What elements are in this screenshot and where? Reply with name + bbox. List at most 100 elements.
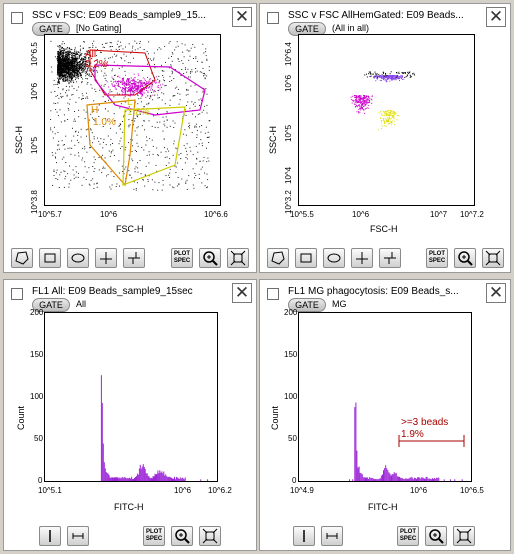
event-dot — [141, 95, 143, 97]
event-dot — [57, 67, 59, 69]
plot-area[interactable]: >=3 beads 1.9% — [298, 312, 472, 482]
histogram-bar — [355, 402, 357, 481]
ellipse-gate-button[interactable] — [67, 248, 89, 268]
select-checkbox[interactable] — [267, 12, 279, 24]
event-dot — [58, 81, 60, 83]
event-dot — [131, 139, 133, 141]
x-tick: 10^5.5 — [290, 210, 314, 219]
histogram-bar — [110, 477, 112, 481]
event-dot — [395, 77, 397, 79]
event-dot — [130, 82, 132, 84]
close-icon[interactable]: ✕ — [232, 283, 252, 303]
event-dot — [92, 47, 94, 48]
plot-spec-button[interactable]: PLOT SPEC — [143, 526, 165, 546]
plot-area[interactable] — [298, 34, 475, 206]
event-dot — [382, 118, 384, 120]
event-dot — [93, 67, 94, 69]
polygon-gate-button[interactable] — [267, 248, 289, 268]
event-dot — [207, 186, 208, 188]
event-dot — [71, 77, 73, 79]
rectangle-gate-button[interactable] — [39, 248, 61, 268]
event-dot — [389, 112, 391, 114]
event-dot — [57, 102, 59, 104]
event-dot — [131, 151, 133, 152]
event-dot — [146, 136, 147, 138]
select-checkbox[interactable] — [11, 288, 23, 300]
quadrant-gate-button[interactable] — [95, 248, 117, 268]
event-dot — [121, 171, 123, 172]
event-dot — [60, 73, 62, 74]
quadrant-gate-button[interactable] — [351, 248, 373, 268]
select-checkbox[interactable] — [267, 288, 279, 300]
fit-view-button[interactable] — [482, 248, 504, 268]
event-dot — [405, 76, 407, 78]
event-dot — [190, 72, 191, 74]
event-dot — [181, 69, 183, 70]
plot-spec-button[interactable]: PLOT SPEC — [171, 248, 193, 268]
gate-button[interactable]: GATE — [288, 22, 326, 36]
gate-button[interactable]: GATE — [288, 298, 326, 312]
rectangle-gate-button[interactable] — [295, 248, 317, 268]
event-dot — [67, 75, 69, 77]
event-dot — [85, 57, 87, 59]
zoom-button[interactable] — [199, 248, 221, 268]
close-icon[interactable]: ✕ — [486, 7, 506, 27]
event-dot — [82, 157, 84, 159]
event-dot — [192, 113, 194, 115]
event-dot — [79, 50, 81, 52]
histogram-bar — [435, 478, 437, 481]
event-dot — [100, 52, 102, 53]
event-dot — [148, 41, 150, 43]
x-tick: 10^4.9 — [290, 486, 314, 495]
close-icon[interactable]: ✕ — [232, 7, 252, 27]
range-gate-button[interactable] — [293, 526, 315, 546]
zoom-icon — [458, 251, 473, 266]
event-dot — [86, 66, 88, 68]
event-dot — [60, 68, 61, 70]
event-dot — [129, 81, 131, 83]
event-dot — [117, 50, 119, 52]
event-dot — [69, 79, 71, 81]
event-dot — [59, 71, 61, 73]
gate-button[interactable]: GATE — [32, 298, 70, 312]
event-dot — [153, 90, 155, 91]
event-dot — [203, 52, 205, 54]
plot-area[interactable]: All 0.2% M 9.5% H 1.0% L 1.8% — [44, 34, 221, 206]
select-checkbox[interactable] — [11, 12, 23, 24]
event-dot — [194, 177, 195, 179]
event-dot — [358, 101, 360, 103]
zoom-button[interactable] — [171, 526, 193, 546]
event-dot — [77, 54, 79, 56]
split-quadrant-button[interactable] — [123, 248, 145, 268]
event-dot — [72, 73, 74, 75]
event-dot — [188, 122, 190, 124]
zoom-button[interactable] — [454, 248, 476, 268]
polygon-gate-button[interactable] — [11, 248, 33, 268]
plot-spec-button[interactable]: PLOT SPEC — [426, 248, 448, 268]
fit-view-button[interactable] — [453, 526, 475, 546]
event-dot — [78, 155, 80, 157]
event-dot — [80, 69, 82, 71]
plot-spec-button[interactable]: PLOT SPEC — [397, 526, 419, 546]
zoom-button[interactable] — [425, 526, 447, 546]
event-dot — [108, 86, 110, 88]
event-dot — [403, 78, 405, 80]
fit-view-button[interactable] — [199, 526, 221, 546]
ellipse-gate-button[interactable] — [323, 248, 345, 268]
event-dot — [76, 73, 78, 75]
range-gate-button[interactable] — [39, 526, 61, 546]
split-quadrant-button[interactable] — [379, 248, 401, 268]
event-dot — [398, 71, 400, 73]
event-dot — [153, 59, 154, 61]
event-dot — [117, 76, 118, 78]
fit-view-button[interactable] — [227, 248, 249, 268]
interval-gate-button[interactable] — [321, 526, 343, 546]
interval-gate-button[interactable] — [67, 526, 89, 546]
event-dot — [104, 101, 106, 102]
event-dot — [173, 187, 175, 189]
event-dot — [352, 100, 354, 102]
close-icon[interactable]: ✕ — [486, 283, 506, 303]
event-dot — [67, 55, 69, 57]
plot-area[interactable] — [44, 312, 218, 482]
event-dot — [55, 109, 57, 110]
